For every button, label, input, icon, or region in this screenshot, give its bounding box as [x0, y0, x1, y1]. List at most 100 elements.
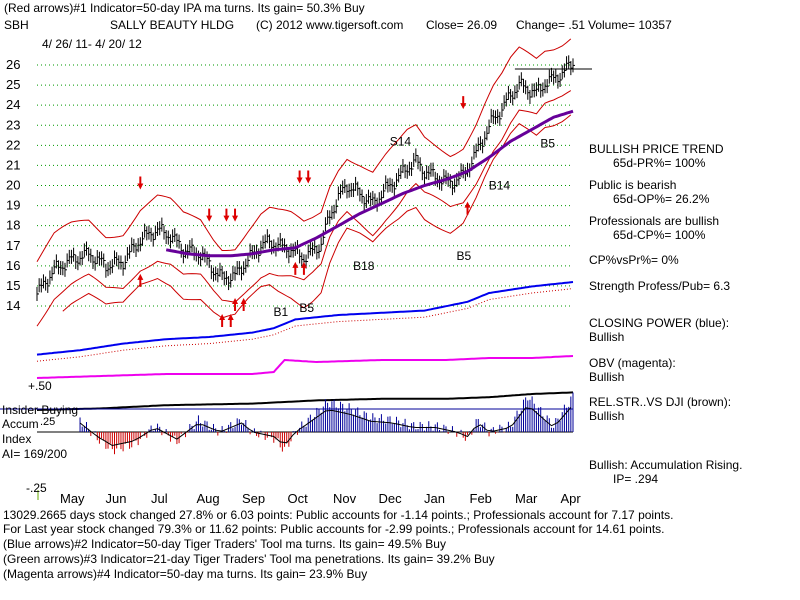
obv-label: OBV (magenta):: [589, 356, 676, 370]
month-label-Aug: Aug: [197, 491, 220, 506]
obv-path: [36, 355, 574, 379]
price-tick-22: 22: [6, 137, 20, 152]
closing-power-line: [36, 281, 574, 362]
right-panel-pro: Professionals are bullish 65d-CP%= 100%: [589, 214, 719, 242]
moving-average-line: [165, 109, 574, 258]
price-tick-25: 25: [6, 77, 20, 92]
month-label-Nov: Nov: [333, 491, 357, 506]
signal-arrow-up-0: [137, 273, 144, 287]
signal-arrow-down-11: [232, 208, 239, 222]
month-label-Mar: Mar: [515, 491, 538, 506]
relstr-value: Bullish: [589, 409, 625, 423]
relstr-label: REL.STR..VS DJI (brown):: [589, 395, 732, 409]
closing-power-ma-path: [36, 288, 571, 362]
signal-arrow-down-10: [223, 208, 230, 222]
signal-arrow-up-6: [300, 261, 307, 275]
obv-value: Bullish: [589, 370, 625, 384]
price-tick-21: 21: [6, 157, 20, 172]
signal-label-2: B5: [540, 136, 555, 150]
price-tick-19: 19: [6, 198, 20, 213]
right-panel-obv: OBV (magenta): Bullish: [589, 356, 676, 384]
month-label-Oct: Oct: [288, 491, 309, 506]
price-tick-26: 26: [6, 57, 20, 72]
signal-arrow-down-14: [460, 96, 467, 110]
month-label-Jun: Jun: [106, 491, 127, 506]
right-panel-accum: Bullish: Accumulation Rising. IP= .294: [589, 458, 742, 486]
signal-arrow-down-13: [305, 170, 312, 184]
signal-arrows: [137, 96, 471, 328]
signal-arrow-up-5: [292, 261, 299, 275]
trend-title: BULLISH PRICE TREND: [589, 142, 724, 156]
signal-label-1: B14: [489, 179, 511, 193]
signal-arrow-up-1: [219, 314, 226, 328]
month-label-Feb: Feb: [470, 491, 492, 506]
price-tick-labels: 14 15 16 17 18 19 20 21 22 23 24 25 26: [6, 57, 20, 313]
middle-band: [36, 90, 572, 327]
signal-label-5: B1: [273, 305, 288, 319]
minus-25-label: -.25: [26, 481, 47, 495]
month-label-Dec: Dec: [379, 491, 403, 506]
price-bands: [36, 38, 572, 327]
footer-line-1: 13029.2665 days stock changed 27.8% or 6…: [3, 508, 674, 522]
price-tick-20: 20: [6, 178, 20, 193]
upper-band: [36, 38, 572, 263]
ai-value: AI= 169/200: [2, 447, 68, 461]
accum-label-left: Accum: [2, 417, 39, 431]
footer-line-2: For Last year stock changed 79.3% or 11.…: [3, 522, 665, 536]
strength-ratio: Strength Profess/Pub= 6.3: [589, 279, 731, 293]
date-range: 4/ 26/ 11- 4/ 20/ 12: [42, 37, 142, 51]
signal-label-3: B5: [456, 249, 471, 263]
cp-vs-pr: CP%vsPr%= 0%: [589, 253, 679, 267]
signal-arrow-up-2: [227, 314, 234, 328]
pro-title: Professionals are bullish: [589, 214, 720, 228]
close-value: Close= 26.09: [426, 18, 498, 32]
change-value: Change= .51: [516, 18, 586, 32]
signal-label-6: B5: [299, 301, 314, 315]
index-label: Index: [2, 432, 32, 446]
public-title: Public is bearish: [589, 178, 677, 192]
signal-arrow-down-12: [296, 170, 303, 184]
signal-labels: S14 B14 B5 B5 B18 B1 B5: [273, 134, 555, 319]
right-panel-public: Public is bearish 65d-OP%= 26.2%: [589, 178, 709, 206]
accumulation-index-panel: [0, 392, 574, 500]
plus-25-label: .25: [40, 416, 56, 428]
x-axis-month-labels: May Jun Jul Aug Sep Oct Nov Dec Jan Feb Mar Apr: [60, 491, 581, 506]
indicator-1-caption: (Red arrows)#1 Indicator=50-day IPA ma t…: [4, 1, 365, 15]
footer-line-5: (Magenta arrows)#4 Indicator=50-day ma t…: [3, 567, 368, 581]
signal-arrow-up-4: [240, 297, 247, 311]
right-panel-trend: BULLISH PRICE TREND 65d-PR%= 100%: [589, 142, 723, 170]
footer-line-3: (Blue arrows)#2 Indicator=50-day Tiger T…: [3, 537, 446, 551]
month-label-May: May: [60, 491, 85, 506]
ma50-path: [165, 109, 574, 258]
closing-power-value: Bullish: [589, 330, 625, 344]
price-tick-15: 15: [6, 278, 20, 293]
price-tick-14: 14: [6, 298, 20, 313]
obv-line: [36, 355, 574, 379]
accum-label: Bullish: Accumulation Rising.: [589, 458, 743, 472]
accum-ma-path: [79, 407, 572, 447]
plus-50-label: +.50: [28, 379, 52, 393]
insider-buying-label: Insider Buying: [2, 403, 79, 417]
accum-value: IP= .294: [613, 472, 659, 486]
price-tick-24: 24: [6, 97, 20, 112]
closing-power-path: [36, 281, 574, 356]
price-tick-23: 23: [6, 117, 20, 132]
signal-label-4: B18: [353, 259, 375, 273]
right-panel-relstr: REL.STR..VS DJI (brown): Bullish: [589, 395, 731, 423]
ticker-symbol: SBH: [4, 18, 29, 32]
signal-arrow-up-3: [232, 297, 239, 311]
company-name: SALLY BEAUTY HLDG: [110, 18, 235, 32]
volume-value: Volume= 10357: [588, 18, 672, 32]
signal-arrow-down-9: [206, 208, 213, 222]
signal-arrow-down-8: [137, 176, 144, 190]
month-label-Jan: Jan: [424, 491, 445, 506]
footer-line-4: (Green arrows)#3 Indicator=21-day Tiger …: [3, 552, 495, 566]
lower-band: [62, 114, 572, 319]
price-tick-16: 16: [6, 258, 20, 273]
right-panel-closing-power: CLOSING POWER (blue): Bullish: [589, 316, 729, 344]
trend-value: 65d-PR%= 100%: [613, 156, 706, 170]
month-label-Apr: Apr: [561, 491, 582, 506]
closing-power-label: CLOSING POWER (blue):: [589, 316, 730, 330]
price-tick-17: 17: [6, 238, 20, 253]
